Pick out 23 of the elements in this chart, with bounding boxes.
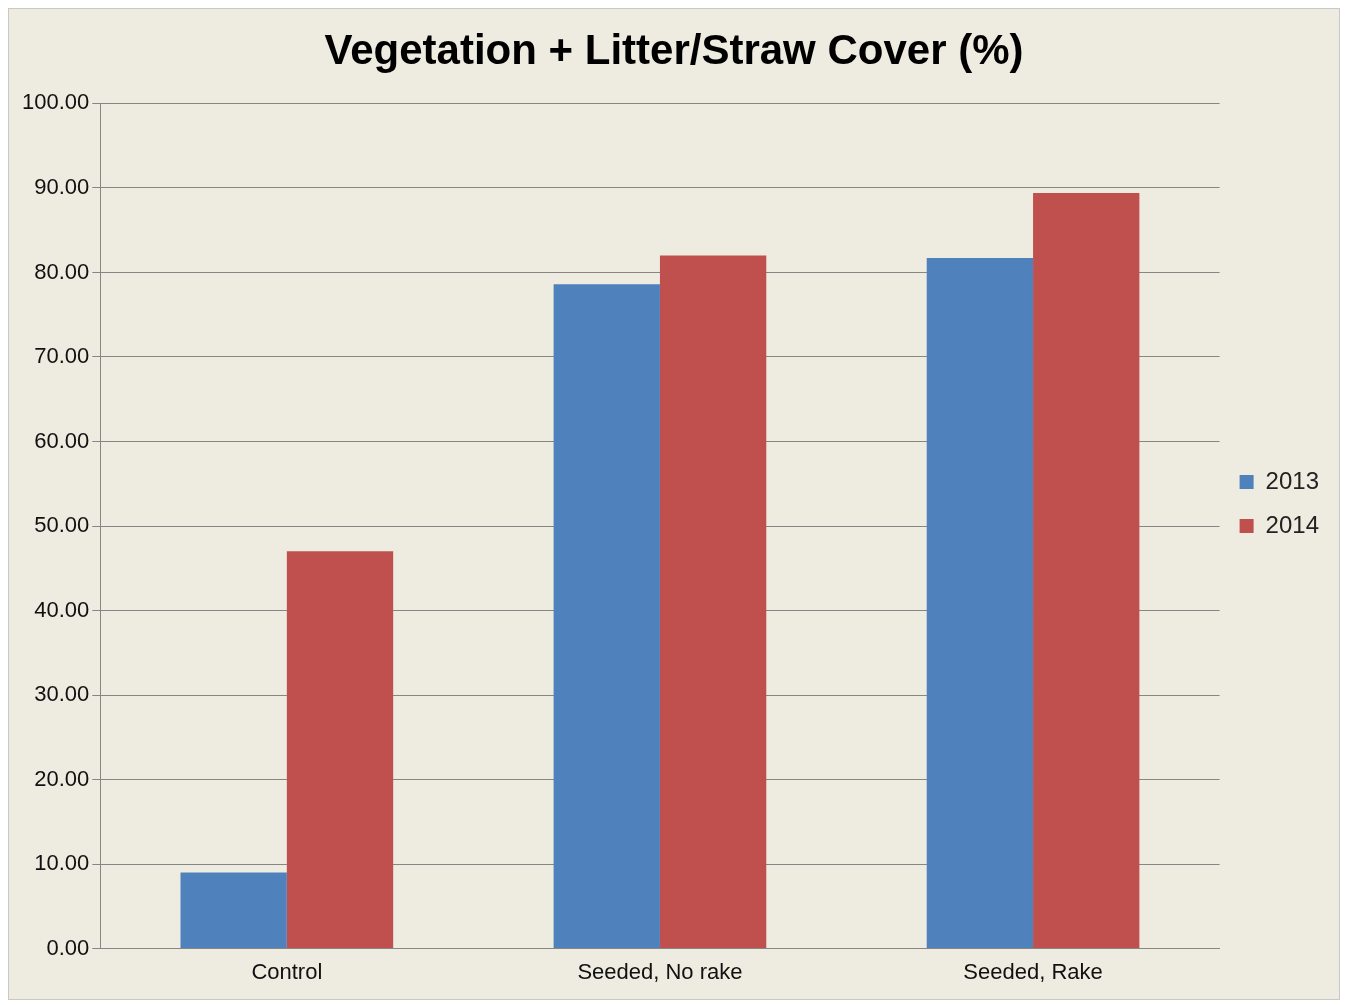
bar	[180, 872, 287, 949]
bar	[553, 284, 660, 949]
y-tick-label: 0.00	[46, 934, 90, 960]
chart-title: Vegetation + Litter/Straw Cover (%)	[324, 25, 1024, 73]
x-tick-label: Control	[251, 958, 323, 984]
y-tick-label: 10.00	[34, 850, 90, 876]
y-tick-label: 60.00	[34, 427, 90, 453]
y-tick-label: 70.00	[34, 343, 90, 369]
y-tick-label: 100.00	[21, 89, 90, 115]
bar	[926, 258, 1034, 949]
legend-label: 2014	[1265, 510, 1319, 538]
x-tick-label: Seeded, Rake	[963, 958, 1103, 984]
bar	[286, 551, 394, 949]
y-tick-label: 50.00	[34, 512, 90, 538]
bar	[1033, 192, 1140, 949]
y-tick-label: 80.00	[34, 258, 90, 284]
y-tick-label: 40.00	[34, 596, 90, 622]
y-tick-label: 90.00	[34, 173, 90, 199]
x-tick-label: Seeded, No rake	[577, 958, 743, 984]
legend-label: 2013	[1265, 466, 1319, 494]
y-tick-label: 30.00	[34, 681, 90, 707]
bar	[659, 255, 767, 949]
y-tick-label: 20.00	[34, 765, 90, 791]
